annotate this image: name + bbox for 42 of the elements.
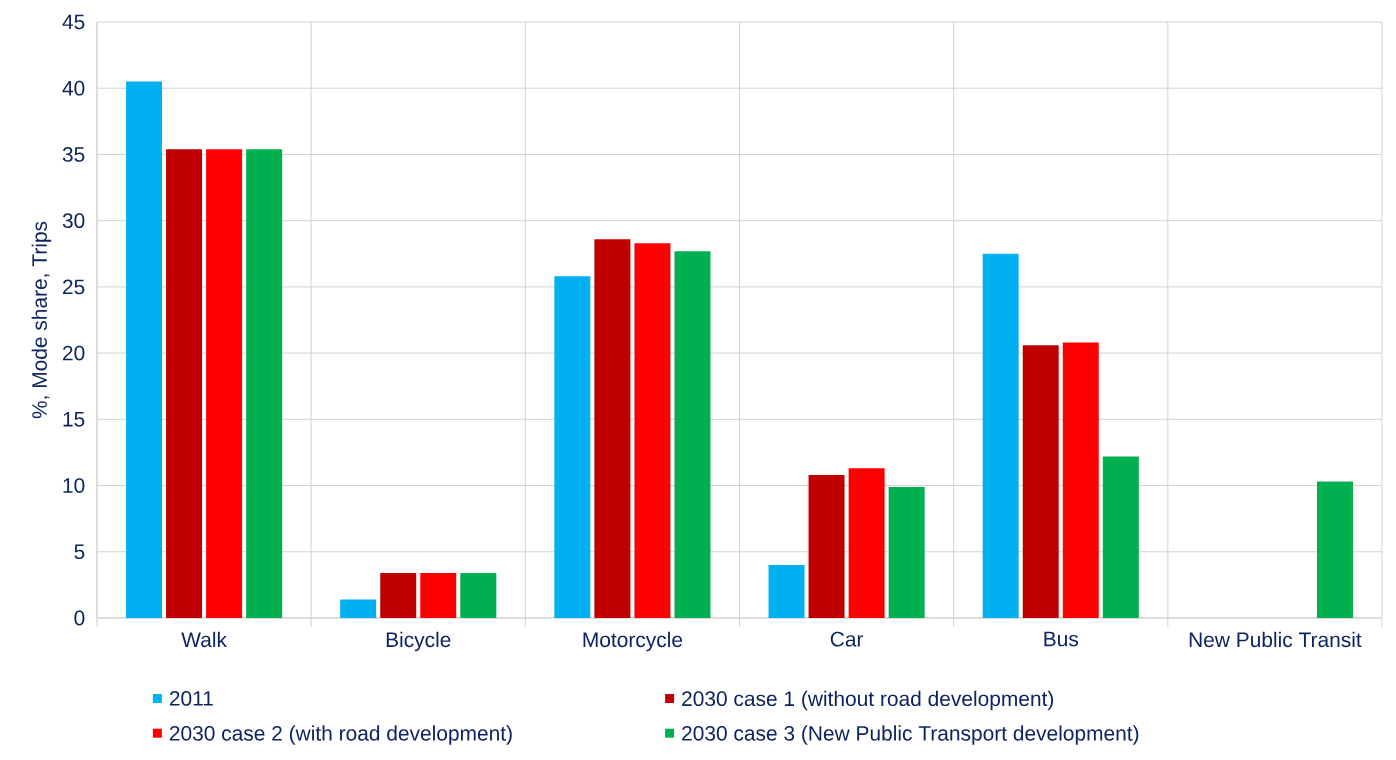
bar [554, 276, 591, 618]
bar [460, 572, 497, 618]
y-tick-label: 25 [63, 279, 85, 295]
bar [206, 149, 243, 618]
bar [1102, 456, 1139, 618]
legend-label: 2030 case 1 (without road development) [682, 690, 1054, 711]
x-tick-label: New Public Transit [1189, 631, 1362, 648]
x-tick-label: Bus [1044, 631, 1079, 647]
bar [634, 243, 671, 618]
y-tick-label: 5 [74, 544, 85, 560]
bar [340, 599, 377, 618]
bar [420, 572, 457, 618]
bar [674, 251, 711, 618]
bar [848, 468, 885, 618]
y-tick-label: 20 [63, 345, 85, 361]
bar [594, 239, 631, 618]
x-tick-label: Bicycle [386, 631, 451, 652]
y-tick-label: 30 [62, 213, 85, 229]
x-tick-label: Car [830, 631, 864, 647]
legend-label: 2011 [169, 691, 213, 706]
y-tick-label: 0 [74, 610, 85, 626]
bar [126, 81, 162, 618]
bar [1022, 345, 1059, 618]
x-tick-label: Motorcycle [583, 631, 683, 652]
y-tick-label: 15 [63, 412, 85, 427]
bar [982, 253, 1019, 618]
bar [166, 149, 203, 618]
y-tick-label: 10 [63, 478, 85, 493]
y-axis-title: %, Mode share, Trips [31, 221, 52, 419]
bar [808, 474, 845, 618]
legend-label: 2030 case 2 (with road development) [169, 725, 512, 745]
y-tick-label: 45 [62, 14, 85, 30]
bar [768, 565, 805, 618]
bar [888, 486, 925, 618]
bar [1062, 342, 1099, 618]
x-tick-label: Walk [181, 631, 227, 648]
bar [380, 572, 417, 618]
y-tick-label: 40 [62, 80, 85, 96]
y-tick-label: 35 [62, 147, 85, 162]
bar [246, 149, 283, 618]
bar [1316, 481, 1353, 618]
legend-label: 2030 case 3 (New Public Transport development) [682, 725, 1139, 745]
